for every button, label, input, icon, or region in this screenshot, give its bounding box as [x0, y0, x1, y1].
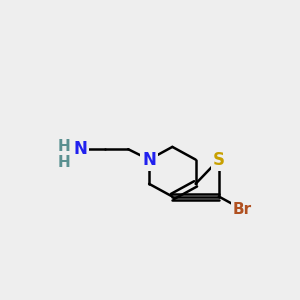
Text: N: N	[142, 151, 156, 169]
Text: Br: Br	[232, 202, 252, 217]
Text: H: H	[58, 140, 70, 154]
Text: H: H	[58, 155, 70, 170]
Text: S: S	[213, 151, 225, 169]
Text: N: N	[74, 140, 88, 158]
